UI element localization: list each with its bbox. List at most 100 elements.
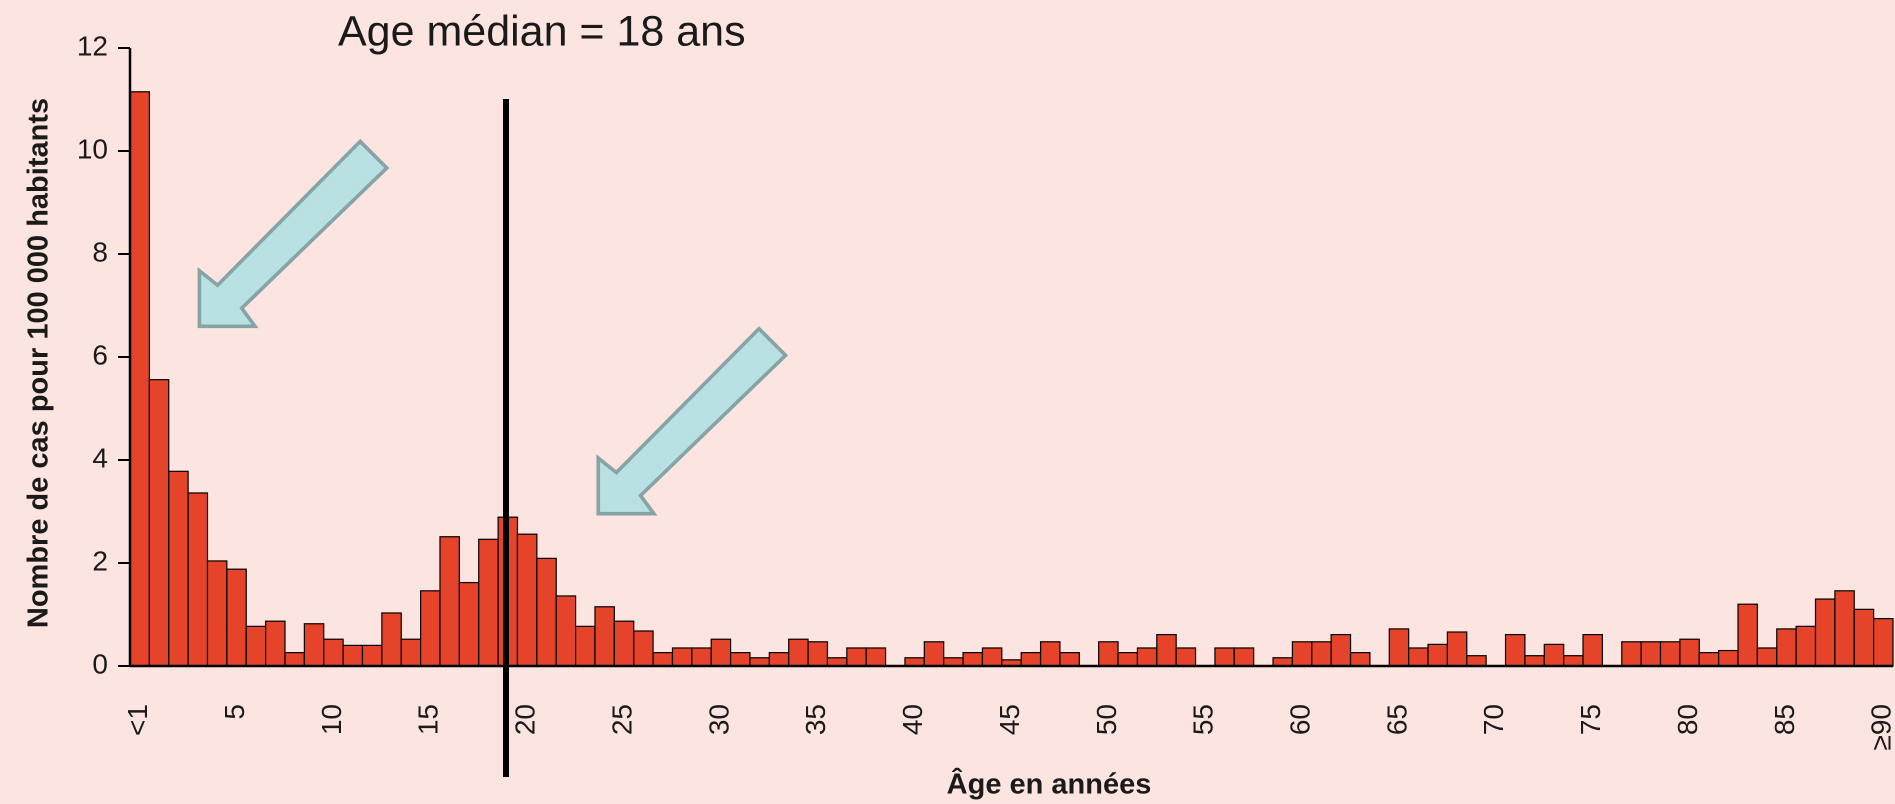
bar bbox=[574, 625, 596, 667]
bar bbox=[1136, 647, 1158, 667]
bar bbox=[923, 641, 945, 667]
bar bbox=[652, 652, 674, 667]
bar bbox=[710, 638, 732, 667]
y-tick-label: 0 bbox=[92, 648, 108, 679]
bar bbox=[768, 652, 790, 667]
bar bbox=[284, 652, 305, 667]
x-tick-label: 25 bbox=[606, 704, 637, 735]
arrow bbox=[197, 138, 390, 329]
bar bbox=[361, 644, 383, 667]
bar bbox=[1756, 647, 1778, 667]
bar bbox=[1679, 638, 1700, 667]
bar bbox=[1388, 628, 1410, 667]
x-tick-label: 60 bbox=[1284, 704, 1315, 735]
bar bbox=[1504, 633, 1526, 667]
bar bbox=[1330, 633, 1352, 667]
bar bbox=[671, 647, 693, 667]
bar bbox=[633, 630, 654, 667]
bar bbox=[148, 379, 170, 667]
x-tick-label: 10 bbox=[316, 704, 347, 735]
bar bbox=[1039, 641, 1061, 667]
x-tick-label: 35 bbox=[800, 704, 831, 735]
arrows bbox=[197, 138, 789, 516]
x-tick-label: 85 bbox=[1769, 704, 1800, 735]
bar bbox=[1427, 643, 1449, 667]
bar bbox=[516, 533, 538, 667]
bar bbox=[865, 647, 887, 667]
x-tick-label: 55 bbox=[1188, 704, 1219, 735]
bar bbox=[420, 590, 441, 667]
x-tick-label: 50 bbox=[1091, 704, 1122, 735]
bar bbox=[478, 538, 499, 667]
y-tick-label: 10 bbox=[77, 133, 108, 164]
x-tick-label: 45 bbox=[994, 704, 1025, 735]
bar bbox=[1311, 641, 1332, 667]
bar bbox=[1156, 633, 1177, 667]
x-tick-label: ≥90 bbox=[1866, 704, 1895, 751]
bar bbox=[129, 91, 150, 667]
bar bbox=[1214, 647, 1235, 667]
bar bbox=[458, 581, 480, 667]
bar bbox=[1873, 618, 1894, 667]
bar bbox=[1814, 598, 1836, 667]
bar bbox=[168, 470, 189, 667]
bar bbox=[439, 536, 460, 667]
bar bbox=[846, 647, 867, 667]
x-tick-label: 65 bbox=[1381, 704, 1412, 735]
bar bbox=[1098, 641, 1119, 667]
bar bbox=[536, 557, 557, 667]
y-tick-label: 2 bbox=[92, 545, 108, 576]
bar bbox=[1349, 652, 1371, 667]
bar bbox=[342, 644, 364, 667]
bar bbox=[729, 652, 751, 667]
bar bbox=[1524, 655, 1545, 667]
bar bbox=[807, 641, 829, 667]
bar bbox=[1408, 647, 1429, 667]
bar bbox=[981, 647, 1003, 667]
bar bbox=[1853, 608, 1875, 667]
y-axis-title: Nombre de cas pour 100 000 habitants bbox=[23, 98, 55, 628]
bar bbox=[1291, 641, 1313, 667]
bar bbox=[788, 638, 809, 667]
y-tick-label: 8 bbox=[92, 236, 108, 267]
y-tick-label: 4 bbox=[92, 442, 108, 473]
bar bbox=[1659, 641, 1681, 667]
bar bbox=[226, 568, 247, 667]
bar bbox=[303, 623, 325, 667]
bar bbox=[555, 595, 577, 667]
bar bbox=[1466, 655, 1487, 667]
x-axis-title: Âge en années bbox=[947, 767, 1152, 801]
bar bbox=[381, 612, 402, 667]
bar bbox=[1543, 643, 1565, 667]
x-tick-label: 5 bbox=[219, 704, 250, 720]
bar bbox=[1776, 628, 1797, 667]
bar bbox=[1117, 652, 1139, 667]
x-tick-label: 70 bbox=[1478, 704, 1509, 735]
y-tick-label: 6 bbox=[92, 339, 108, 370]
bar bbox=[1233, 647, 1255, 667]
bar bbox=[1621, 641, 1642, 667]
bar bbox=[206, 560, 228, 667]
y-tick-label: 12 bbox=[77, 30, 108, 61]
bar bbox=[1582, 633, 1603, 667]
bar bbox=[1737, 603, 1758, 667]
x-tick-label: 75 bbox=[1575, 704, 1606, 735]
bar bbox=[1446, 631, 1468, 667]
x-tick-label: 20 bbox=[510, 704, 541, 735]
bar bbox=[613, 620, 635, 667]
x-tick-label: 40 bbox=[897, 704, 928, 735]
bar bbox=[594, 606, 615, 667]
bar bbox=[1563, 655, 1584, 667]
bar bbox=[1020, 652, 1042, 667]
annotation: Age médian = 18 ans bbox=[338, 7, 746, 55]
bar bbox=[265, 620, 286, 667]
bar bbox=[323, 638, 344, 667]
bar bbox=[187, 492, 209, 667]
bar bbox=[1698, 652, 1720, 667]
bar bbox=[1834, 590, 1855, 667]
x-tick-label: 80 bbox=[1672, 704, 1703, 735]
bar bbox=[962, 652, 984, 667]
bar bbox=[1059, 652, 1080, 667]
